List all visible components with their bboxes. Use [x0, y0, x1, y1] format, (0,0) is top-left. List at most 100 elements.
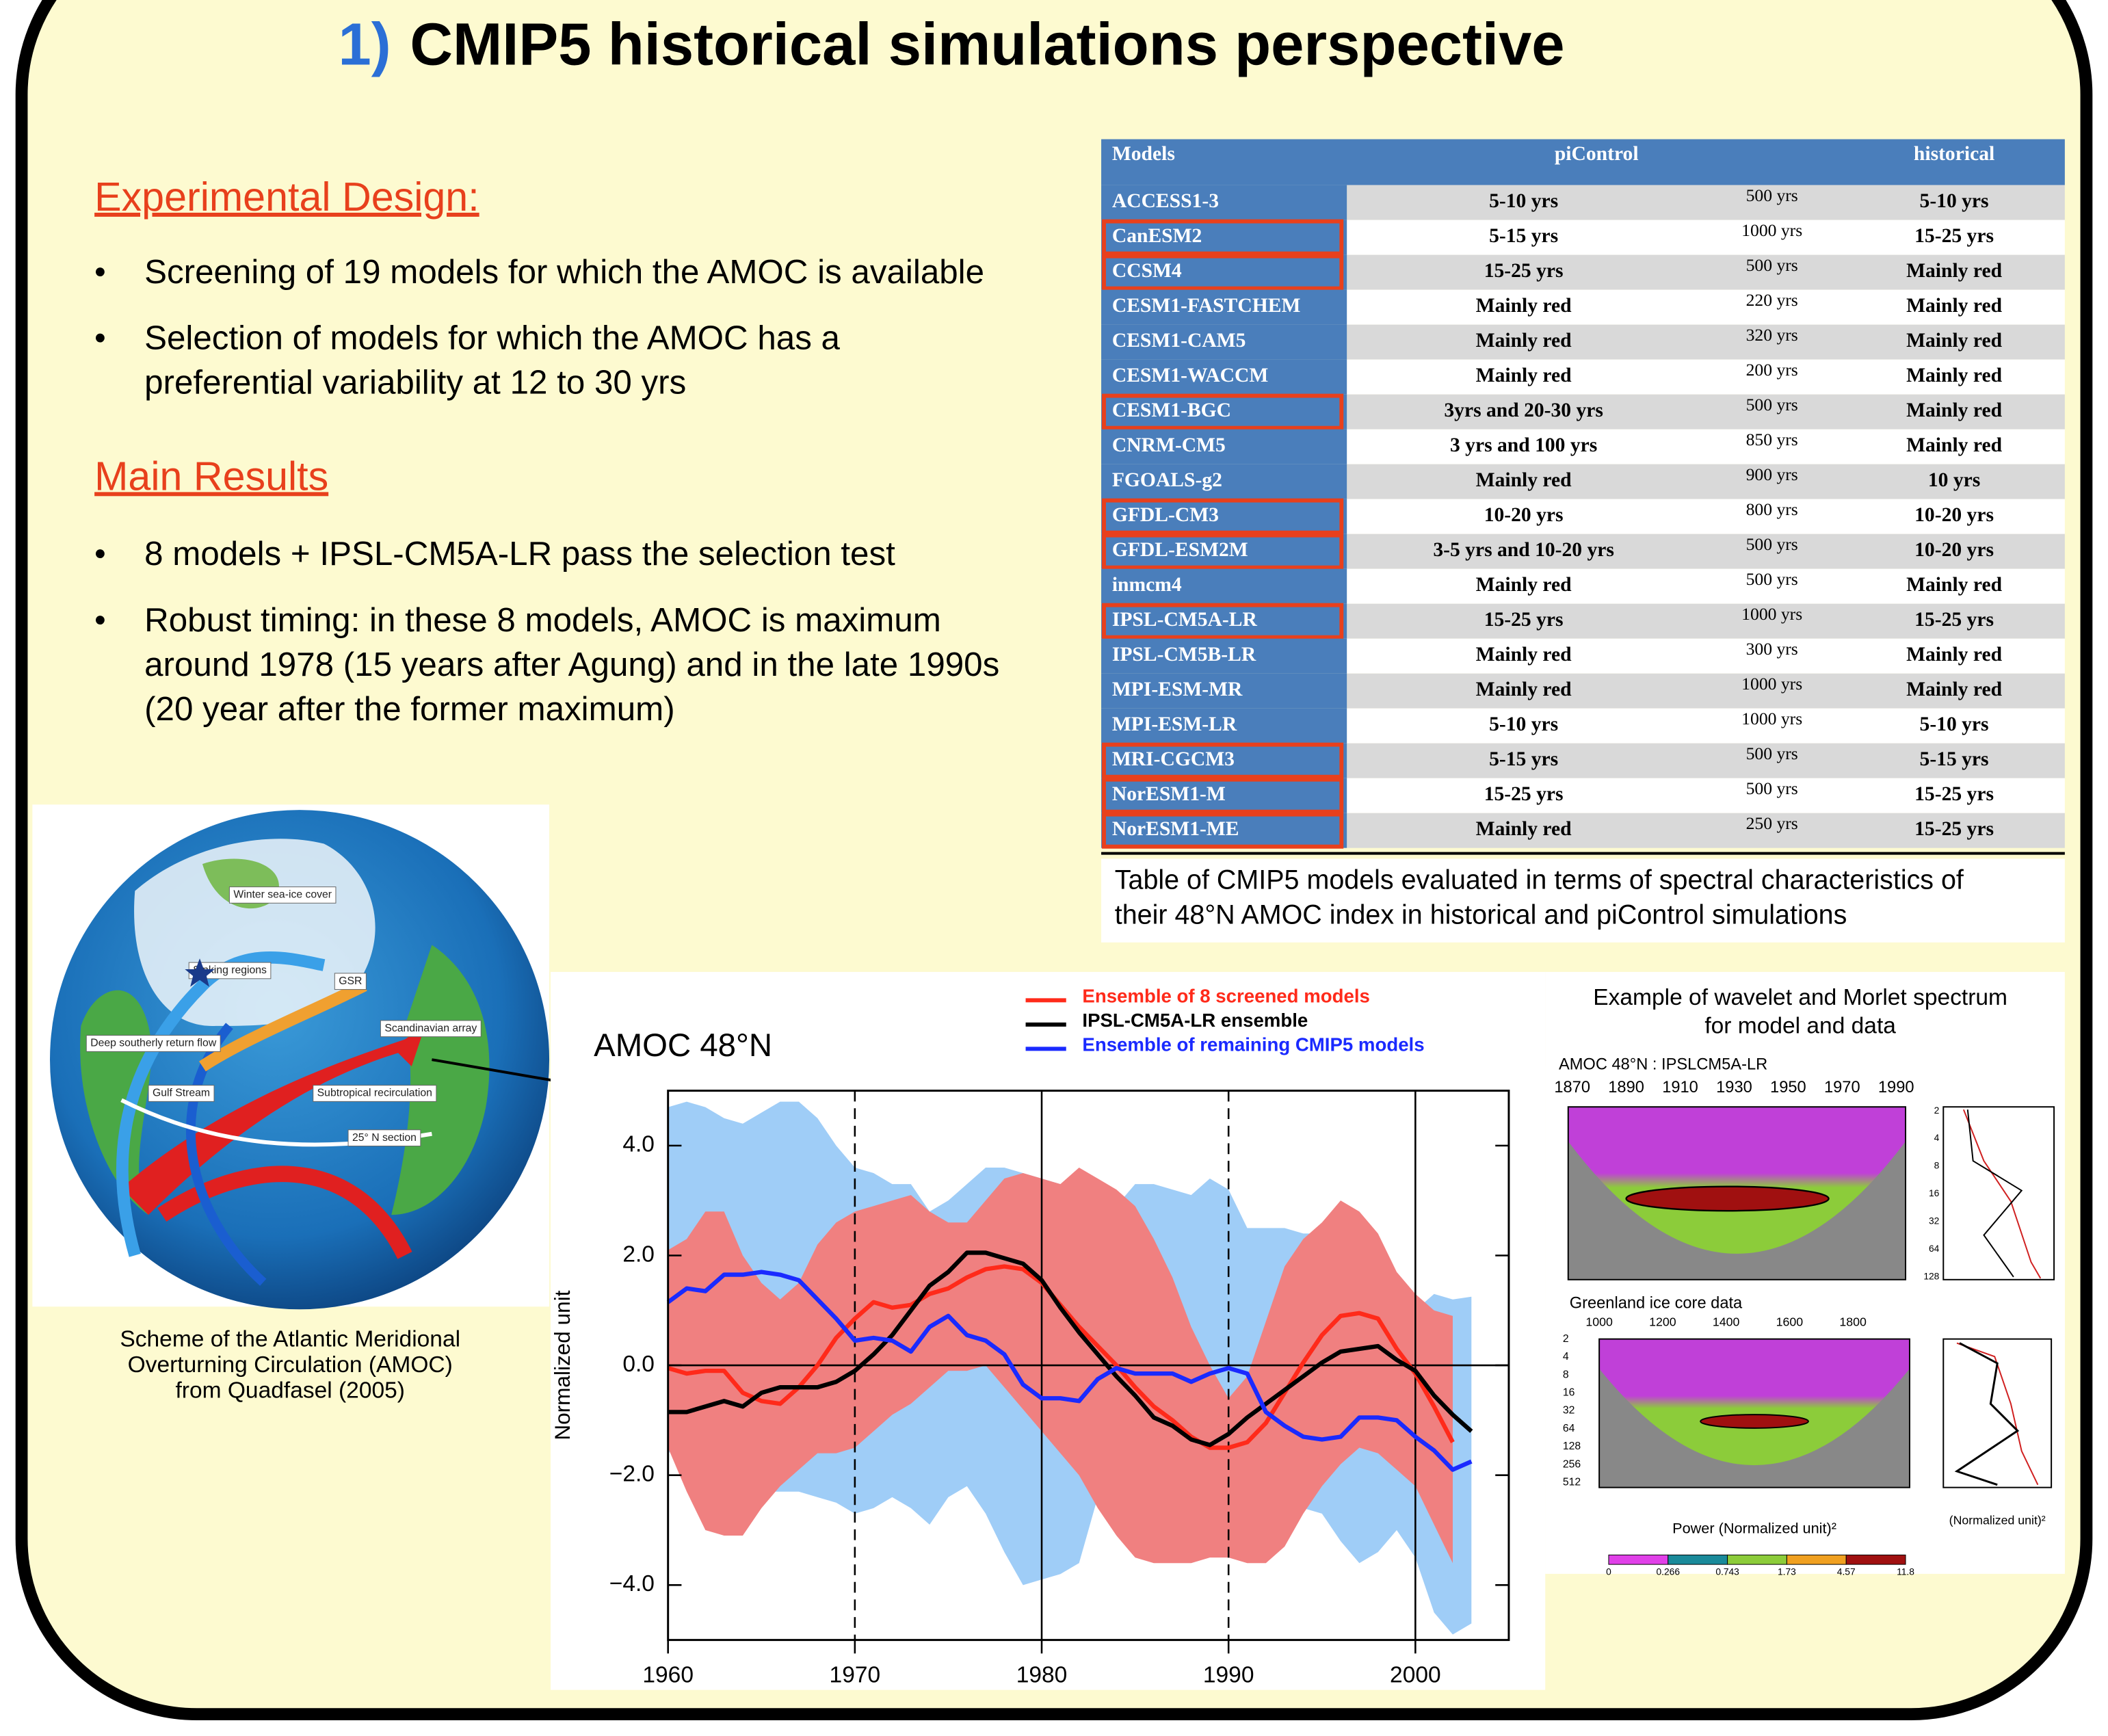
bullet-symbol: •	[94, 254, 106, 290]
model-name: NorESM1-M	[1112, 783, 1226, 805]
period-label: 32	[1929, 1215, 1939, 1226]
table-cell: 5-10 yrs	[1489, 190, 1558, 212]
scheme-label: Gulf Stream	[153, 1088, 210, 1099]
year-label: 1990	[1878, 1079, 1914, 1096]
table-cell: 15-25 yrs	[1914, 818, 1994, 840]
model-name: ACCESS1-3	[1112, 190, 1219, 212]
table-header: Models	[1112, 143, 1175, 165]
title: 1)CMIP5 historical simulations perspecti…	[339, 11, 1565, 77]
model-name: MPI-ESM-LR	[1112, 713, 1237, 735]
table-cell: 10-20 yrs	[1914, 504, 1994, 526]
colorbar-label: 11.8	[1897, 1566, 1914, 1577]
period-label: 256	[1563, 1458, 1581, 1470]
period-label: 2	[1563, 1333, 1569, 1345]
table-cell: 10 yrs	[1928, 469, 1980, 491]
table-cell: 5-10 yrs	[1489, 713, 1558, 735]
model-name: CESM1-BGC	[1112, 399, 1231, 421]
year-label: 1870	[1554, 1079, 1590, 1096]
table-cell: 500 yrs	[1746, 255, 1798, 275]
bullet-text: around 1978 (15 years after Agung) and i…	[144, 646, 999, 683]
section-heading: Experimental Design:	[94, 174, 479, 220]
table-cell: 10-20 yrs	[1484, 504, 1564, 526]
x-tick-label: 2000	[1390, 1663, 1441, 1688]
period-label: 64	[1563, 1423, 1575, 1434]
table-cell: Mainly red	[1476, 818, 1572, 840]
scheme-label: Deep southerly return flow	[90, 1038, 217, 1049]
table-cell: 5-10 yrs	[1920, 713, 1989, 735]
bullet-text: Screening of 19 models for which the AMO…	[144, 253, 984, 291]
y-tick-label: 2.0	[622, 1241, 655, 1267]
colorbar-label: 1.73	[1778, 1566, 1796, 1577]
wavelet-title: Example of wavelet and Morlet spectrum	[1593, 985, 2007, 1010]
model-name: GFDL-CM3	[1112, 504, 1219, 526]
colorbar-segment	[1609, 1555, 1668, 1564]
scheme-label: 25° N section	[352, 1132, 417, 1144]
colorbar-label: 0.743	[1715, 1566, 1739, 1577]
model-name: CCSM4	[1112, 260, 1182, 282]
model-name: GFDL-ESM2M	[1112, 539, 1248, 561]
table-cell: 5-10 yrs	[1920, 190, 1989, 212]
table-cell: Mainly red	[1476, 679, 1572, 700]
year-label: 1910	[1662, 1079, 1698, 1096]
period-label: 128	[1563, 1441, 1581, 1452]
model-name: CESM1-WACCM	[1112, 365, 1268, 386]
table-cell: 900 yrs	[1746, 464, 1798, 484]
table-cell: Mainly red	[1906, 644, 2002, 666]
table-cell: 10-20 yrs	[1914, 539, 1994, 561]
period-label: 32	[1563, 1405, 1575, 1417]
table-cell: 15-25 yrs	[1914, 783, 1994, 805]
y-tick-label: −4.0	[609, 1571, 655, 1596]
table-cell: 3yrs and 20-30 yrs	[1444, 399, 1603, 421]
scheme-caption: from Quadfasel (2005)	[175, 1378, 404, 1403]
model-name: CanESM2	[1112, 225, 1202, 247]
period-label: 64	[1929, 1243, 1940, 1254]
y-tick-label: 0.0	[622, 1352, 655, 1377]
year-label: 1890	[1608, 1079, 1644, 1096]
year-label: 1930	[1716, 1079, 1752, 1096]
table-cell: Mainly red	[1476, 365, 1572, 386]
scheme-caption: Overturning Circulation (AMOC)	[128, 1352, 453, 1378]
bullet-text: Selection of models for which the AMOC h…	[144, 319, 840, 357]
panel-label: AMOC 48°N : IPSLCM5A-LR	[1559, 1055, 1767, 1073]
bullet-symbol: •	[94, 602, 106, 638]
x-tick-label: 1970	[830, 1663, 881, 1688]
colorbar-segment	[1728, 1555, 1787, 1564]
year-label: 1000	[1585, 1315, 1613, 1329]
year-label: 1800	[1839, 1315, 1867, 1329]
period-label: 16	[1563, 1387, 1575, 1399]
scheme-label: GSR	[339, 975, 362, 987]
table-cell: Mainly red	[1476, 295, 1572, 317]
y-tick-label: −2.0	[609, 1462, 655, 1487]
table-cell: 5-15 yrs	[1489, 225, 1558, 247]
table-cell: 200 yrs	[1746, 360, 1798, 380]
table-cell: 15-25 yrs	[1484, 260, 1564, 282]
table-cell: Mainly red	[1906, 330, 2002, 352]
model-name: IPSL-CM5A-LR	[1112, 609, 1258, 631]
chart-title: AMOC 48°N	[594, 1027, 772, 1064]
panel-label: Greenland ice core data	[1570, 1295, 1743, 1313]
scheme-label: Scandinavian array	[384, 1023, 477, 1034]
table-cell: 320 yrs	[1746, 325, 1798, 345]
table-cell: 15-25 yrs	[1484, 783, 1564, 805]
bullet-text: 8 models + IPSL-CM5A-LR pass the selecti…	[144, 535, 895, 573]
scheme-label: Winter sea-ice cover	[233, 889, 332, 901]
y-tick-label: 4.0	[622, 1132, 655, 1157]
colorbar-label: 0	[1606, 1566, 1611, 1577]
table-cell: Mainly red	[1906, 679, 2002, 700]
model-name: MRI-CGCM3	[1112, 748, 1235, 770]
power-peak	[1626, 1187, 1829, 1211]
spectrum-frame	[1943, 1107, 2054, 1280]
table-cell: Mainly red	[1476, 330, 1572, 352]
power-peak	[1700, 1415, 1808, 1428]
period-label: 16	[1929, 1187, 1940, 1198]
model-name: IPSL-CM5B-LR	[1112, 644, 1256, 666]
axis-label: (Normalized unit)²	[1949, 1514, 2046, 1527]
table-cell: 15-25 yrs	[1484, 609, 1564, 631]
model-name: FGOALS-g2	[1112, 469, 1222, 491]
table-cell: 500 yrs	[1746, 569, 1798, 589]
table-cell: 15-25 yrs	[1914, 225, 1994, 247]
period-label: 4	[1934, 1132, 1940, 1143]
legend-label: Ensemble of remaining CMIP5 models	[1082, 1034, 1424, 1055]
table-cell: 500 yrs	[1746, 744, 1798, 763]
